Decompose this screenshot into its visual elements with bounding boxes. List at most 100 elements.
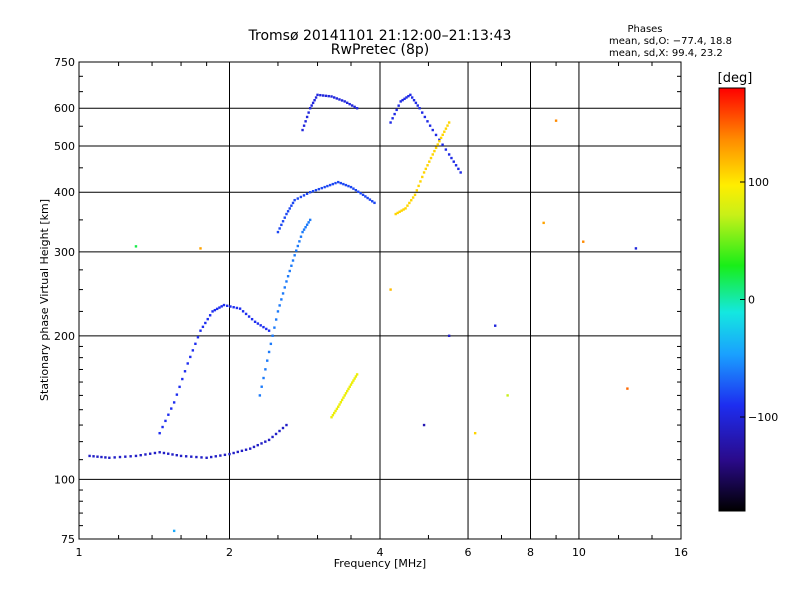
trace-3-point: [326, 184, 329, 188]
trace-1-point: [238, 307, 242, 310]
trace-5-point: [389, 121, 392, 124]
trace-2-point: [269, 342, 273, 346]
trace-1-point: [194, 342, 197, 346]
scatter-point-9: [626, 387, 629, 390]
trace-4-point: [302, 124, 306, 127]
trace-0-point: [175, 453, 178, 457]
trace-2-point: [298, 240, 301, 243]
trace-3-point: [276, 230, 280, 234]
trace-3-point: [290, 204, 293, 207]
trace-2-point: [267, 350, 271, 354]
trace-1-point: [250, 317, 254, 321]
trace-7-point: [349, 383, 353, 386]
trace-5-point: [421, 111, 424, 114]
trace-4-point: [355, 107, 359, 110]
trace-5-point: [434, 133, 438, 137]
trace-4-point: [343, 100, 346, 103]
trace-2-point: [296, 244, 300, 248]
trace-3-point: [366, 196, 369, 200]
y-tick-label-400: 400: [54, 186, 75, 199]
scatter-point-13: [447, 334, 451, 338]
trace-2-point: [308, 218, 312, 222]
trace-4-point: [304, 120, 307, 123]
trace-0-point: [179, 454, 183, 458]
trace-5-point: [407, 94, 410, 98]
y-tick-label-500: 500: [54, 140, 75, 153]
trace-3-point: [308, 191, 312, 194]
x-tick-label-16: 16: [674, 546, 688, 559]
trace-2-point: [285, 280, 288, 283]
trace-5-point: [428, 124, 432, 127]
x-tick-label-6: 6: [465, 546, 472, 559]
trace-2-point: [281, 292, 285, 295]
trace-0-point: [139, 453, 142, 457]
scatter-point-8: [582, 240, 585, 243]
trace-5-point: [397, 104, 400, 107]
trace-4-point: [345, 101, 349, 104]
trace-0-point: [236, 450, 239, 454]
trace-6-point: [438, 139, 441, 143]
trace-5-point: [403, 97, 406, 101]
trace-7-point: [335, 407, 339, 411]
trace-2-point: [264, 368, 267, 371]
trace-0-point: [124, 455, 127, 458]
scatter-point-0: [172, 529, 176, 533]
trace-6-point: [434, 146, 438, 150]
trace-1-point: [259, 324, 262, 327]
y-tick-label-600: 600: [54, 102, 75, 115]
trace-6-point: [402, 208, 405, 211]
trace-6-point: [428, 160, 431, 163]
trace-5-point: [444, 148, 448, 151]
trace-6-point: [415, 189, 419, 192]
chart-title: Tromsø 20141101 21:12:00–21:13:43: [248, 28, 512, 44]
trace-3-point: [339, 181, 342, 185]
trace-2-point: [262, 376, 265, 380]
trace-2-point: [290, 264, 293, 267]
trace-0-point: [195, 455, 198, 459]
trace-5-point: [423, 115, 427, 119]
trace-0-point: [260, 442, 263, 445]
trace-2-point: [280, 298, 283, 301]
trace-7-point: [333, 411, 336, 415]
trace-5-point: [399, 100, 402, 103]
phases-box: Phases mean, sd,O: −77.4, 18.8 mean, sd,…: [609, 24, 732, 59]
trace-0-point: [108, 456, 111, 459]
trace-3-point: [293, 198, 296, 202]
trace-3-point: [320, 186, 323, 190]
trace-5-point: [452, 160, 455, 163]
colorbar-tick-label-1: 0: [748, 294, 755, 307]
trace-5-point: [441, 143, 444, 146]
trace-0-point: [244, 448, 248, 451]
trace-0-point: [219, 454, 222, 457]
trace-5-point: [414, 101, 418, 105]
trace-7-point: [346, 389, 349, 393]
trace-5-point: [447, 153, 451, 156]
y-axis-ticks: 75 100 200 300 400 500 600 750: [54, 56, 681, 546]
phases-line-o: mean, sd,O: −77.4, 18.8: [609, 36, 732, 47]
trace-6-point: [417, 184, 420, 188]
trace-4-point: [327, 94, 330, 98]
trace-0-point: [281, 426, 285, 430]
scatter-point-2: [134, 245, 138, 248]
trace-0-point: [171, 453, 174, 456]
trace-5-point: [391, 117, 394, 120]
trace-0-point: [228, 452, 231, 456]
trace-0-point: [278, 429, 281, 433]
trace-6-point: [406, 204, 409, 207]
trace-1-point: [167, 413, 170, 416]
trace-0-point: [118, 455, 122, 459]
data-points: [88, 93, 638, 533]
scatter-point-1: [199, 247, 202, 250]
trace-1-point: [175, 393, 179, 396]
trace-6-point: [394, 212, 397, 216]
trace-7-point: [337, 405, 340, 408]
trace-2-point: [307, 221, 310, 224]
trace-3-point: [328, 183, 332, 187]
trace-2-point: [278, 304, 281, 307]
trace-3-point: [280, 223, 283, 227]
trace-7-point: [351, 381, 354, 384]
trace-7-point: [340, 398, 344, 402]
trace-5-point: [412, 99, 416, 102]
trace-6-point: [439, 136, 443, 140]
trace-1-point: [172, 401, 176, 404]
